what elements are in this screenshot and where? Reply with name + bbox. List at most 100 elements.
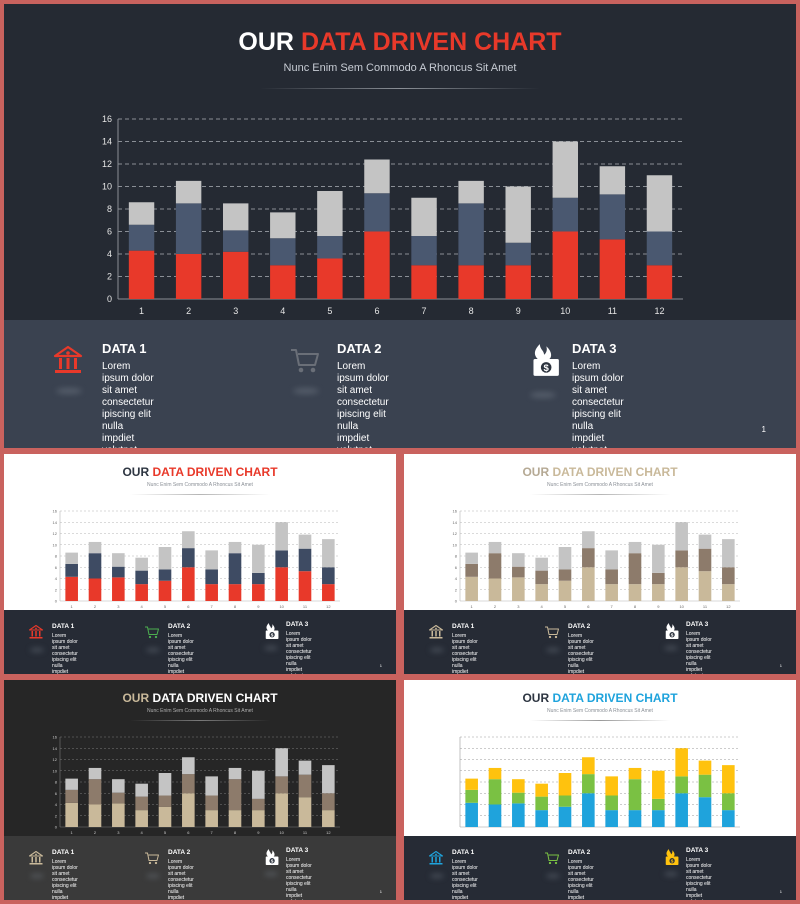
x-tick-label: 8 [634,604,637,609]
y-tick-label: 8 [55,554,58,559]
info-text: Lorem ipsum dolor sit amet consectetur i… [52,859,78,900]
x-tick-label: 3 [233,306,238,316]
chart-area: OUR DATA DRIVEN CHART Nunc Enim Sem Comm… [4,680,396,836]
title-prefix: OUR [522,691,550,705]
bar-segment-series-3 [205,776,218,796]
bar-segment-series-1 [722,584,735,601]
bar-segment-series-3 [488,541,502,554]
bar-segment-series-2 [628,553,642,585]
bar-segment-series-1 [605,584,618,601]
bar-segment-series-1 [698,797,712,827]
bar-segment-series-1 [488,804,502,827]
bar-segment-series-3 [182,531,195,549]
y-tick-label: 4 [107,249,112,259]
info-text: Lorem ipsum dolor sit amet consectetur i… [568,859,594,900]
bar-segment-series-2 [182,548,195,568]
bar-segment-series-3 [722,765,735,794]
info-label: DATA 3 [572,341,617,356]
y-tick-label: 8 [55,780,58,785]
bar-segment-series-2 [722,567,735,585]
bar-segment-series-3 [364,159,390,194]
bar-segment-series-3 [135,783,148,797]
info-label: DATA 3 [286,847,309,854]
bar-segment-series-1 [158,580,172,601]
bar-segment-series-1 [158,806,172,827]
slide-1[interactable]: OUR DATA DRIVEN CHART Nunc Enim Sem Comm… [4,4,796,448]
bar-segment-series-1 [652,810,665,827]
icon-shadow [30,874,44,878]
bar-segment-series-2 [488,553,502,579]
x-tick-label: 2 [494,604,497,609]
info-label: DATA 3 [686,621,709,628]
info-text: Lorem ipsum dolor sit amet consectetur i… [168,633,194,674]
bar-segment-series-3 [252,770,265,799]
y-tick-label: 2 [55,813,58,818]
x-tick-label: 4 [280,306,285,316]
bar-segment-series-2 [646,231,673,266]
bar-segment-series-1 [465,576,478,601]
slide-4[interactable]: OUR DATA DRIVEN CHART Nunc Enim Sem Comm… [4,680,396,900]
bar-segment-series-1 [88,578,102,601]
y-tick-label: 4 [55,802,58,807]
bar-segment-series-3 [205,550,218,570]
bar-segment-series-1 [698,571,712,601]
y-tick-label: 6 [55,565,58,570]
info-panel: DATA 1 Lorem ipsum dolor sit amet consect… [404,836,796,900]
slide-5[interactable]: OUR DATA DRIVEN CHART Nunc Enim Sem Comm… [404,680,796,900]
bar-segment-series-2 [275,550,288,568]
info-label: DATA 2 [337,341,382,356]
bar-segment-series-1 [252,810,265,827]
bar-segment-series-3 [112,553,125,567]
bar-segment-series-3 [88,767,102,780]
x-tick-label: 4 [141,604,144,609]
x-tick-label: 8 [469,306,474,316]
x-tick-label: 11 [608,306,617,316]
bar-segment-series-1 [112,577,125,601]
bar-segment-series-1 [652,584,665,601]
bar-segment-series-2 [128,224,155,251]
bar-segment-series-2 [158,795,172,807]
bar-segment-series-2 [135,796,148,811]
bank-icon [428,850,444,865]
bar-segment-series-2 [411,236,437,266]
x-tick-label: 10 [279,604,284,609]
bar-segment-series-2 [675,776,688,794]
x-tick-label: 2 [186,306,191,316]
bar-segment-series-3 [512,779,525,793]
y-tick-label: 2 [55,587,58,592]
icon-shadow [546,874,560,878]
slide-2[interactable]: OUR DATA DRIVEN CHART Nunc Enim Sem Comm… [4,454,396,674]
bar-segment-series-1 [135,810,148,827]
bar-segment-series-3 [275,748,288,777]
info-text: Lorem ipsum dolor sit amet consectetur i… [452,633,478,674]
bar-segment-series-3 [535,783,548,797]
bar-segment-series-1 [488,578,502,601]
bar-segment-series-2 [599,194,626,240]
y-tick-label: 12 [102,159,112,169]
bar-segment-series-2 [88,779,102,805]
slide-subtitle: Nunc Enim Sem Commodo A Rhoncus Sit Amet [547,708,653,714]
shopping-cart-icon [145,852,159,865]
bar-segment-series-2 [558,569,572,581]
bar-segment-series-2 [158,569,172,581]
info-text: Lorem ipsum dolor sit amet consectetur i… [102,361,154,448]
y-tick-label: 16 [53,509,58,514]
bar-segment-series-1 [182,567,195,601]
bar-segment-series-3 [322,765,335,794]
bar-segment-series-3 [675,748,688,777]
bar-segment-series-1 [322,810,335,827]
title-divider [130,494,270,495]
bar-segment-series-2 [652,572,665,585]
bar-segment-series-2 [512,792,525,804]
bar-segment-series-1 [222,251,249,299]
bar-segment-series-2 [205,569,218,585]
y-tick-label: 0 [55,599,58,604]
slide-3[interactable]: OUR DATA DRIVEN CHART Nunc Enim Sem Comm… [404,454,796,674]
bar-segment-series-1 [558,806,572,827]
bar-segment-series-3 [228,541,242,554]
bar-segment-series-1 [505,265,531,299]
bar-segment-series-1 [646,265,673,299]
x-tick-label: 12 [654,306,664,316]
title-prefix: OUR [522,465,550,479]
bank-icon [28,850,44,865]
